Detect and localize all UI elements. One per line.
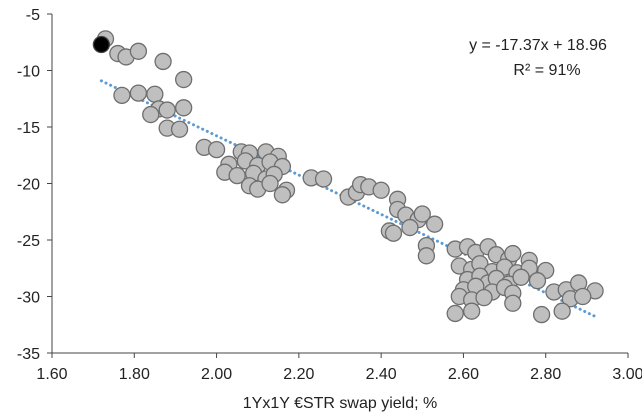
data-point (553, 302, 571, 320)
x-axis-title: 1Yx1Y €STR swap yield; % (243, 395, 437, 412)
y-tick-label: -15 (17, 120, 40, 137)
data-point (417, 247, 436, 265)
data-point (504, 294, 522, 312)
data-point (146, 85, 164, 103)
x-tick-label: 2.80 (530, 366, 561, 383)
points-layer (92, 30, 604, 324)
data-point (574, 287, 592, 306)
x-tick-label: 3.00 (612, 366, 642, 383)
data-point (175, 70, 193, 89)
data-point (372, 181, 390, 199)
data-point (228, 166, 246, 185)
data-point (446, 304, 464, 323)
y-tick-label: -30 (17, 290, 40, 307)
data-point (273, 186, 292, 204)
data-point (528, 272, 547, 290)
y-tick-label: -25 (17, 233, 40, 250)
y-tick-label: -5 (26, 7, 40, 24)
data-point (129, 42, 148, 60)
data-point (504, 244, 522, 263)
highlight-point (92, 35, 111, 54)
data-point (532, 305, 551, 324)
data-point (113, 86, 131, 105)
x-tick-label: 2.40 (366, 366, 397, 383)
x-tick-label: 2.20 (283, 366, 314, 383)
trendline (99, 79, 597, 318)
data-point (463, 302, 481, 320)
data-point (170, 120, 189, 138)
tick-marks: 1.60 1.80 2.00 2.20 2.40 2.60 2.80 3.00 -5 -10 -15… (17, 7, 642, 383)
y-tick-label: -35 (17, 346, 40, 363)
data-point (475, 288, 493, 307)
data-point (154, 52, 172, 71)
x-tick-label: 2.00 (201, 366, 232, 383)
x-tick-label: 1.60 (36, 366, 67, 383)
data-point (425, 215, 444, 233)
data-point (384, 224, 403, 242)
trendline-equation: y = -17.37x + 18.96 (469, 37, 607, 54)
trendline-layer (99, 79, 597, 318)
y-tick-label: -10 (17, 64, 40, 81)
x-tick-label: 1.80 (119, 366, 150, 383)
data-point (314, 170, 333, 188)
r-squared-label: R² = 91% (513, 62, 580, 79)
data-point (142, 105, 160, 124)
data-point (175, 99, 193, 117)
data-point (129, 84, 148, 102)
data-point (512, 268, 530, 286)
data-point (207, 140, 226, 159)
data-point (158, 101, 176, 119)
data-point (261, 174, 279, 193)
x-tick-label: 2.60 (448, 366, 479, 383)
data-point (401, 218, 419, 237)
y-tick-label: -20 (17, 177, 40, 194)
data-point (413, 205, 431, 223)
